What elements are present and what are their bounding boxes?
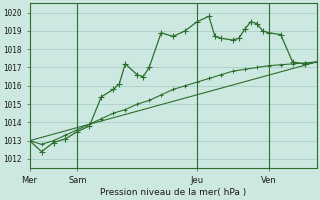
X-axis label: Pression niveau de la mer( hPa ): Pression niveau de la mer( hPa ) [100, 188, 246, 197]
